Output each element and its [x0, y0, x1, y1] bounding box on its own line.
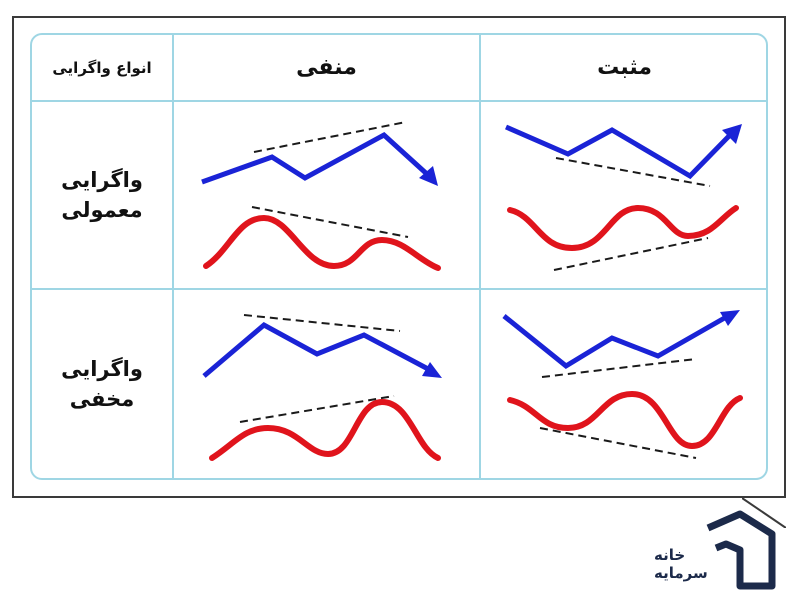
oscillator-line: [507, 204, 739, 252]
frame-corner-fold: [742, 498, 786, 528]
row-label-regular: واگرایی معمولی: [32, 102, 172, 288]
divergence-table: انواع واگرایی منفی مثبت واگرایی معمولی و…: [30, 33, 768, 480]
price-line: [502, 313, 730, 370]
oscillator-line: [507, 390, 743, 450]
price-trendline: [555, 157, 711, 187]
oscillator-line: [203, 214, 441, 271]
row-divider-1: [32, 100, 766, 102]
column-divider-2: [479, 35, 481, 478]
row-label-hidden-line2: مخفی: [69, 387, 135, 411]
hidden-negative-divergence-diagram: [202, 314, 442, 461]
regular-negative-divergence-diagram: [201, 121, 441, 271]
price-trendline: [243, 314, 401, 332]
row-divider-2: [32, 288, 766, 290]
regular-positive-divergence-diagram: [505, 124, 742, 271]
header-divergence-types: انواع واگرایی: [52, 58, 152, 77]
oscillator-trendline: [553, 237, 709, 271]
header-negative: منفی: [296, 55, 357, 80]
row-label-hidden-line1: واگرایی: [61, 357, 143, 381]
logo-text-line1: خانه: [654, 546, 686, 564]
header-positive: مثبت: [597, 55, 652, 80]
column-divider-1: [172, 35, 174, 478]
oscillator-line: [209, 398, 441, 461]
logo-text-line2: سرمایه: [654, 564, 708, 582]
price-line: [202, 321, 432, 378]
arrow-head: [419, 166, 438, 186]
row-label-hidden: واگرایی مخفی: [32, 290, 172, 478]
oscillator-trendline: [539, 427, 697, 459]
oscillator-trendline: [239, 395, 395, 423]
house-logo-icon: [706, 510, 776, 590]
row-label-regular-line1: واگرایی: [61, 168, 143, 192]
arrow-head: [722, 124, 742, 144]
hidden-positive-divergence-diagram: [502, 310, 743, 459]
khane-sarmaye-logo: خانه سرمایه: [650, 510, 780, 590]
arrow-head: [720, 310, 740, 326]
price-line: [505, 124, 732, 180]
arrow-head: [422, 362, 442, 378]
oscillator-trendline: [251, 206, 409, 238]
row-label-regular-line2: معمولی: [61, 198, 143, 222]
price-line: [201, 131, 430, 185]
